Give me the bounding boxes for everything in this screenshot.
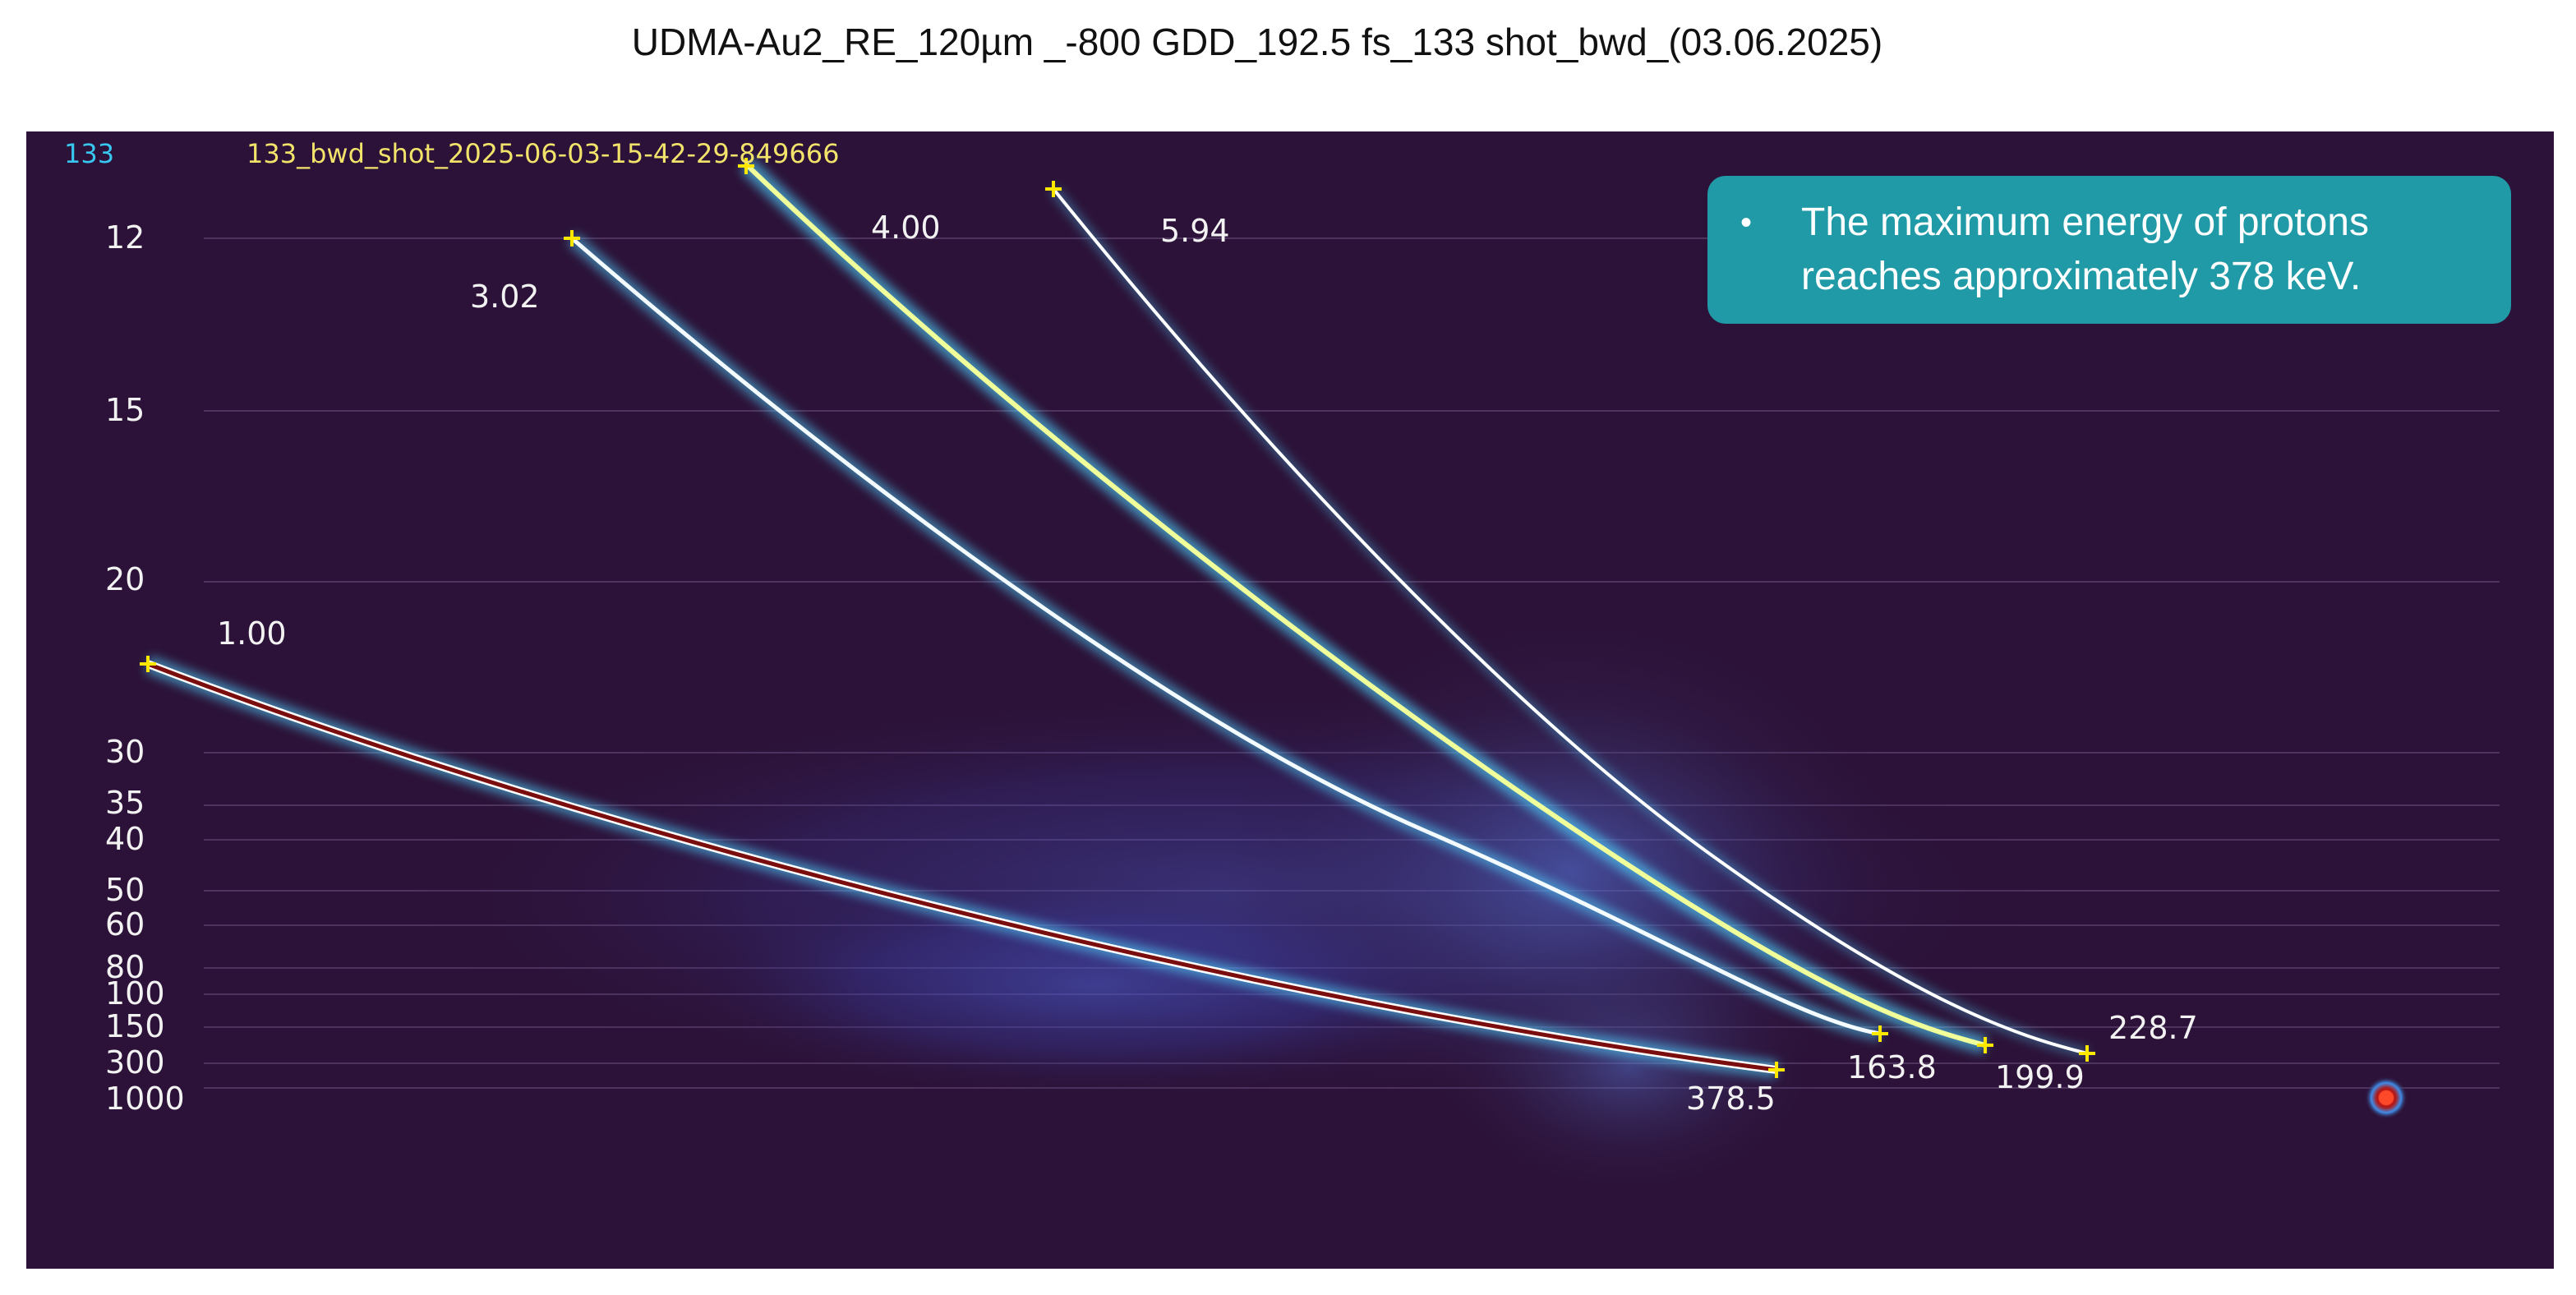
trace-start-label: 3.02: [470, 279, 540, 315]
trace-end-label: 228.7: [2108, 1010, 2198, 1046]
trace-end-label: 199.9: [1995, 1059, 2085, 1095]
trace-3-02: [567, 233, 1882, 1041]
detector-svg: 133 133_bwd_shot_2025-06-03-15-42-29-849…: [64, 138, 2500, 1200]
bullet-icon: •: [1740, 205, 1753, 241]
axis-label: 40: [105, 821, 145, 857]
axis-label: 300: [105, 1044, 165, 1081]
particle-cloud: [404, 600, 2048, 1200]
zero-point-icon: [2365, 1076, 2408, 1119]
shot-number-label: 133: [64, 138, 114, 169]
axis-label: 35: [105, 785, 145, 821]
axis-label: 150: [105, 1008, 165, 1044]
axis-label: 1000: [105, 1081, 185, 1117]
page-title: UDMA-Au2_RE_120µm _-800 GDD_192.5 fs_133…: [631, 21, 1883, 63]
trace-start-label: 1.00: [217, 615, 287, 652]
trace-4-00: [740, 158, 1988, 1054]
trace-start-label: 5.94: [1160, 213, 1230, 249]
axis-label: 12: [105, 219, 145, 256]
axis-label: 80: [105, 949, 145, 985]
plus-marker-icon: [140, 158, 2095, 1078]
trace-labels: 1.00 3.02 4.00 5.94 378.5 163.8 199.9 22…: [217, 210, 2198, 1117]
trace-end-label: 378.5: [1686, 1081, 1776, 1117]
trace-1-00: [145, 655, 1778, 1079]
axis-label: 15: [105, 392, 145, 428]
shot-file-label: 133_bwd_shot_2025-06-03-15-42-29-849666: [247, 138, 839, 169]
axis-label: 20: [105, 561, 145, 597]
trace-end-label: 163.8: [1847, 1049, 1937, 1085]
trace-5-94: [1049, 186, 2089, 1058]
callout-text: The maximum energy of protons reaches ap…: [1801, 200, 2369, 298]
trace-start-label: 4.00: [871, 210, 941, 246]
axis-label: 50: [105, 872, 145, 908]
energy-axis: 12 15 20 30 35 40 50 60 80 100 150 300 1…: [105, 219, 185, 1117]
callout-box: • The maximum energy of protons reaches …: [1707, 176, 2511, 324]
axis-label: 100: [105, 975, 165, 1012]
axis-label: 60: [105, 906, 145, 942]
axis-label: 30: [105, 734, 145, 770]
